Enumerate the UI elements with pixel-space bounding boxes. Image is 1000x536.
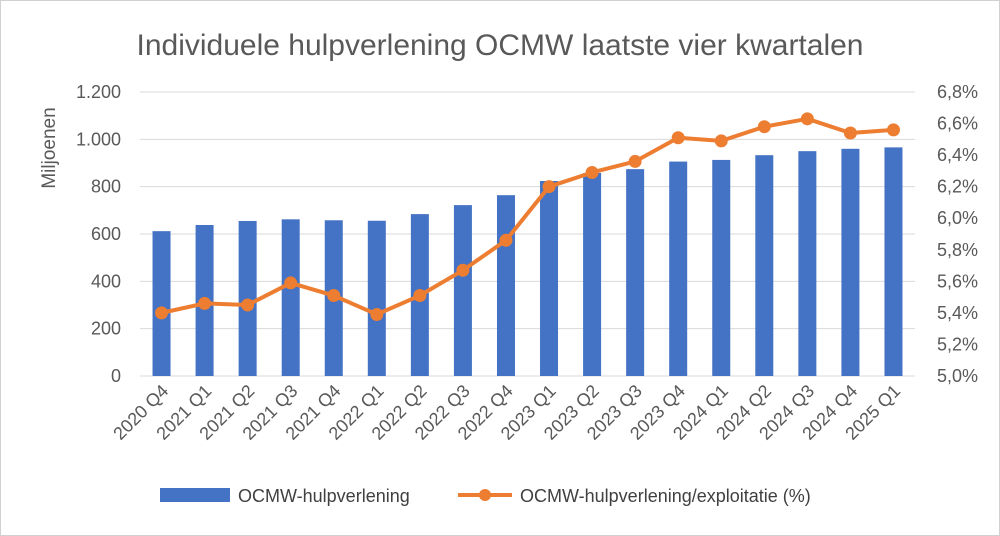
- line-series: [155, 112, 900, 321]
- line-point: [585, 165, 599, 179]
- line-point: [800, 112, 814, 126]
- line-point: [671, 131, 685, 145]
- line-point: [456, 263, 470, 277]
- right-axis-ticks: 5,0% 5,2% 5,4% 5,6% 5,8% 6,0% 6,2% 6,4% 6,6% 6,8%: [937, 82, 978, 386]
- line-point: [542, 180, 556, 194]
- line-point: [198, 296, 212, 310]
- legend-label-bars: OCMW-hulpverlening: [238, 486, 410, 506]
- left-tick-label: 600: [91, 224, 121, 244]
- bar: [669, 161, 688, 376]
- right-tick-label: 5,6%: [937, 271, 978, 291]
- legend: OCMW-hulpverlening OCMW-hulpverlening/ex…: [160, 486, 811, 506]
- left-tick-label: 1.200: [76, 82, 121, 102]
- bar: [626, 169, 645, 376]
- line-point: [757, 120, 771, 134]
- line-point: [843, 126, 857, 140]
- legend-swatch-marker: [479, 489, 491, 501]
- bar: [238, 220, 257, 376]
- right-tick-label: 5,2%: [937, 334, 978, 354]
- line-point: [370, 307, 384, 321]
- chart-title: Individuele hulpverlening OCMW laatste v…: [136, 29, 863, 62]
- left-tick-label: 200: [91, 319, 121, 339]
- line-point: [499, 233, 513, 247]
- line-point: [155, 306, 169, 320]
- right-tick-label: 5,4%: [937, 303, 978, 323]
- right-tick-label: 6,6%: [937, 114, 978, 134]
- series-line: [161, 116, 894, 317]
- gridlines: [140, 91, 915, 377]
- bar: [152, 231, 171, 376]
- left-tick-label: 0: [111, 366, 121, 386]
- line-point: [241, 298, 255, 312]
- line-point: [284, 276, 298, 290]
- bar: [453, 205, 472, 376]
- line-point: [714, 134, 728, 148]
- bar: [755, 155, 774, 376]
- left-axis-ticks: 0 200 400 600 800 1.000 1.200: [76, 82, 121, 386]
- line-point: [327, 289, 341, 303]
- line-point: [628, 154, 642, 168]
- bar: [884, 147, 903, 376]
- bar: [583, 172, 602, 376]
- left-tick-label: 400: [91, 271, 121, 291]
- bar: [281, 219, 300, 376]
- bar: [712, 159, 731, 376]
- bar: [496, 195, 515, 376]
- legend-label-line: OCMW-hulpverlening/exploitatie (%): [520, 486, 811, 506]
- bar: [540, 180, 559, 376]
- right-tick-label: 6,8%: [937, 82, 978, 102]
- right-tick-label: 5,8%: [937, 240, 978, 260]
- right-tick-label: 6,2%: [937, 177, 978, 197]
- right-tick-label: 6,4%: [937, 145, 978, 165]
- line-point: [413, 289, 427, 303]
- bar: [367, 220, 386, 376]
- line-point: [886, 123, 900, 137]
- legend-swatch-bars: [160, 488, 230, 502]
- bar: [798, 151, 817, 376]
- left-axis-title: Miljoenen: [39, 107, 60, 188]
- right-tick-label: 6,0%: [937, 208, 978, 228]
- right-tick-label: 5,0%: [937, 366, 978, 386]
- left-tick-label: 800: [91, 177, 121, 197]
- bar-series: [152, 147, 903, 376]
- left-tick-label: 1.000: [76, 129, 121, 149]
- bar: [841, 148, 860, 376]
